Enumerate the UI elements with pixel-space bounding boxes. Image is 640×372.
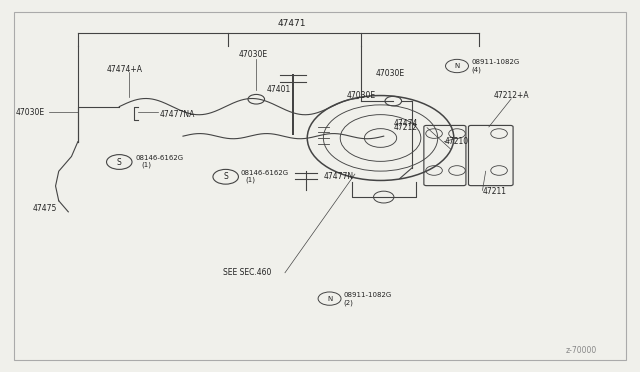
Text: 47477NA: 47477NA — [159, 109, 195, 119]
Text: z-70000: z-70000 — [566, 346, 597, 355]
Text: 47475: 47475 — [33, 203, 57, 213]
Text: 08146-6162G: 08146-6162G — [135, 155, 183, 161]
Text: 08911-1082G: 08911-1082G — [471, 59, 519, 65]
Text: 47471: 47471 — [277, 19, 305, 28]
Text: 47212: 47212 — [394, 123, 418, 132]
Text: 47474+A: 47474+A — [106, 65, 143, 74]
Text: (1): (1) — [141, 161, 152, 168]
Text: N: N — [454, 63, 460, 69]
Text: 47477N: 47477N — [323, 172, 353, 181]
Text: 47030E: 47030E — [376, 69, 404, 78]
Text: 47401: 47401 — [266, 85, 291, 94]
Text: (4): (4) — [471, 67, 481, 73]
Text: 47474: 47474 — [394, 119, 418, 128]
Text: 08146-6162G: 08146-6162G — [241, 170, 289, 176]
Text: 47030E: 47030E — [15, 108, 45, 117]
Text: 47210: 47210 — [444, 137, 468, 146]
Text: (2): (2) — [344, 300, 353, 306]
Text: N: N — [327, 296, 332, 302]
Text: 47212+A: 47212+A — [493, 91, 529, 100]
Text: 08911-1082G: 08911-1082G — [344, 292, 392, 298]
Text: 47211: 47211 — [483, 187, 506, 196]
Text: S: S — [223, 172, 228, 181]
Text: 47030E: 47030E — [347, 91, 376, 100]
Text: S: S — [117, 157, 122, 167]
Text: 47030E: 47030E — [239, 51, 268, 60]
Text: (1): (1) — [246, 176, 255, 183]
Text: SEE SEC.460: SEE SEC.460 — [223, 268, 271, 277]
